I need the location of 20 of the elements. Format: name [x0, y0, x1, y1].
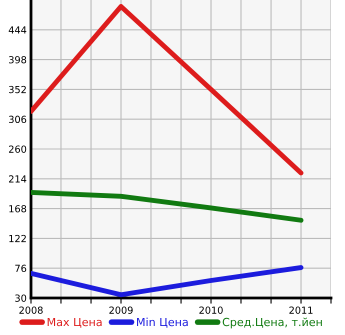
- x-tick-label: 2011: [289, 306, 312, 314]
- y-tick-label: 444: [8, 26, 26, 34]
- y-tick-label: 306: [9, 116, 26, 124]
- legend-label: Max Цена: [48, 318, 102, 328]
- line-series: [31, 4, 304, 176]
- y-tick-label: 214: [8, 175, 26, 182]
- y-tick-label: 352: [9, 86, 26, 94]
- y-tick-label: 122: [9, 234, 26, 242]
- y-tick-label: 260: [8, 145, 26, 153]
- x-tick-label: 2008: [19, 306, 43, 314]
- y-tick-label: 76: [15, 264, 26, 272]
- y-tick-label: 30: [15, 294, 26, 302]
- line-series: [31, 190, 304, 223]
- legend-label: Сред.Цена, т.йен: [222, 318, 322, 328]
- y-tick-label: 398: [9, 56, 26, 64]
- y-tick-label: 168: [9, 205, 26, 212]
- legend-label: Min Цена: [137, 318, 188, 328]
- x-tick-label: 2009: [109, 306, 133, 314]
- line-series: [31, 265, 304, 298]
- x-tick-label: 2010: [199, 306, 223, 314]
